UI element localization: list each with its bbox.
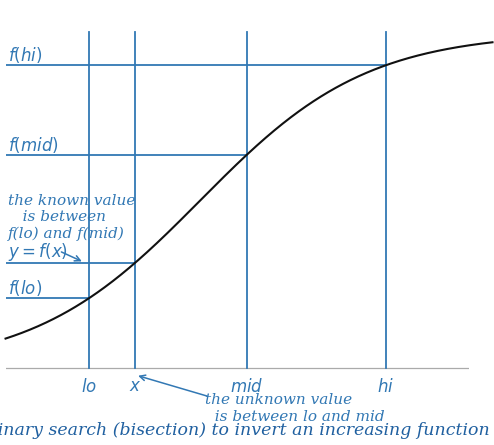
Text: $f(lo)$: $f(lo)$ xyxy=(8,278,42,298)
Text: $mid$: $mid$ xyxy=(230,378,263,396)
Text: the known value
   is between
f(lo) and f(mid): the known value is between f(lo) and f(m… xyxy=(8,194,135,241)
Text: $f(hi)$: $f(hi)$ xyxy=(8,45,42,65)
Text: $f(mid)$: $f(mid)$ xyxy=(8,135,59,155)
Text: the unknown value
  is between lo and mid: the unknown value is between lo and mid xyxy=(205,393,385,424)
X-axis label: Binary search (bisection) to invert an increasing function: Binary search (bisection) to invert an i… xyxy=(0,422,490,440)
Text: $lo$: $lo$ xyxy=(81,378,97,396)
Text: $x$: $x$ xyxy=(129,378,142,395)
Text: $y = f(x)$: $y = f(x)$ xyxy=(8,241,68,263)
Text: $hi$: $hi$ xyxy=(377,378,394,396)
